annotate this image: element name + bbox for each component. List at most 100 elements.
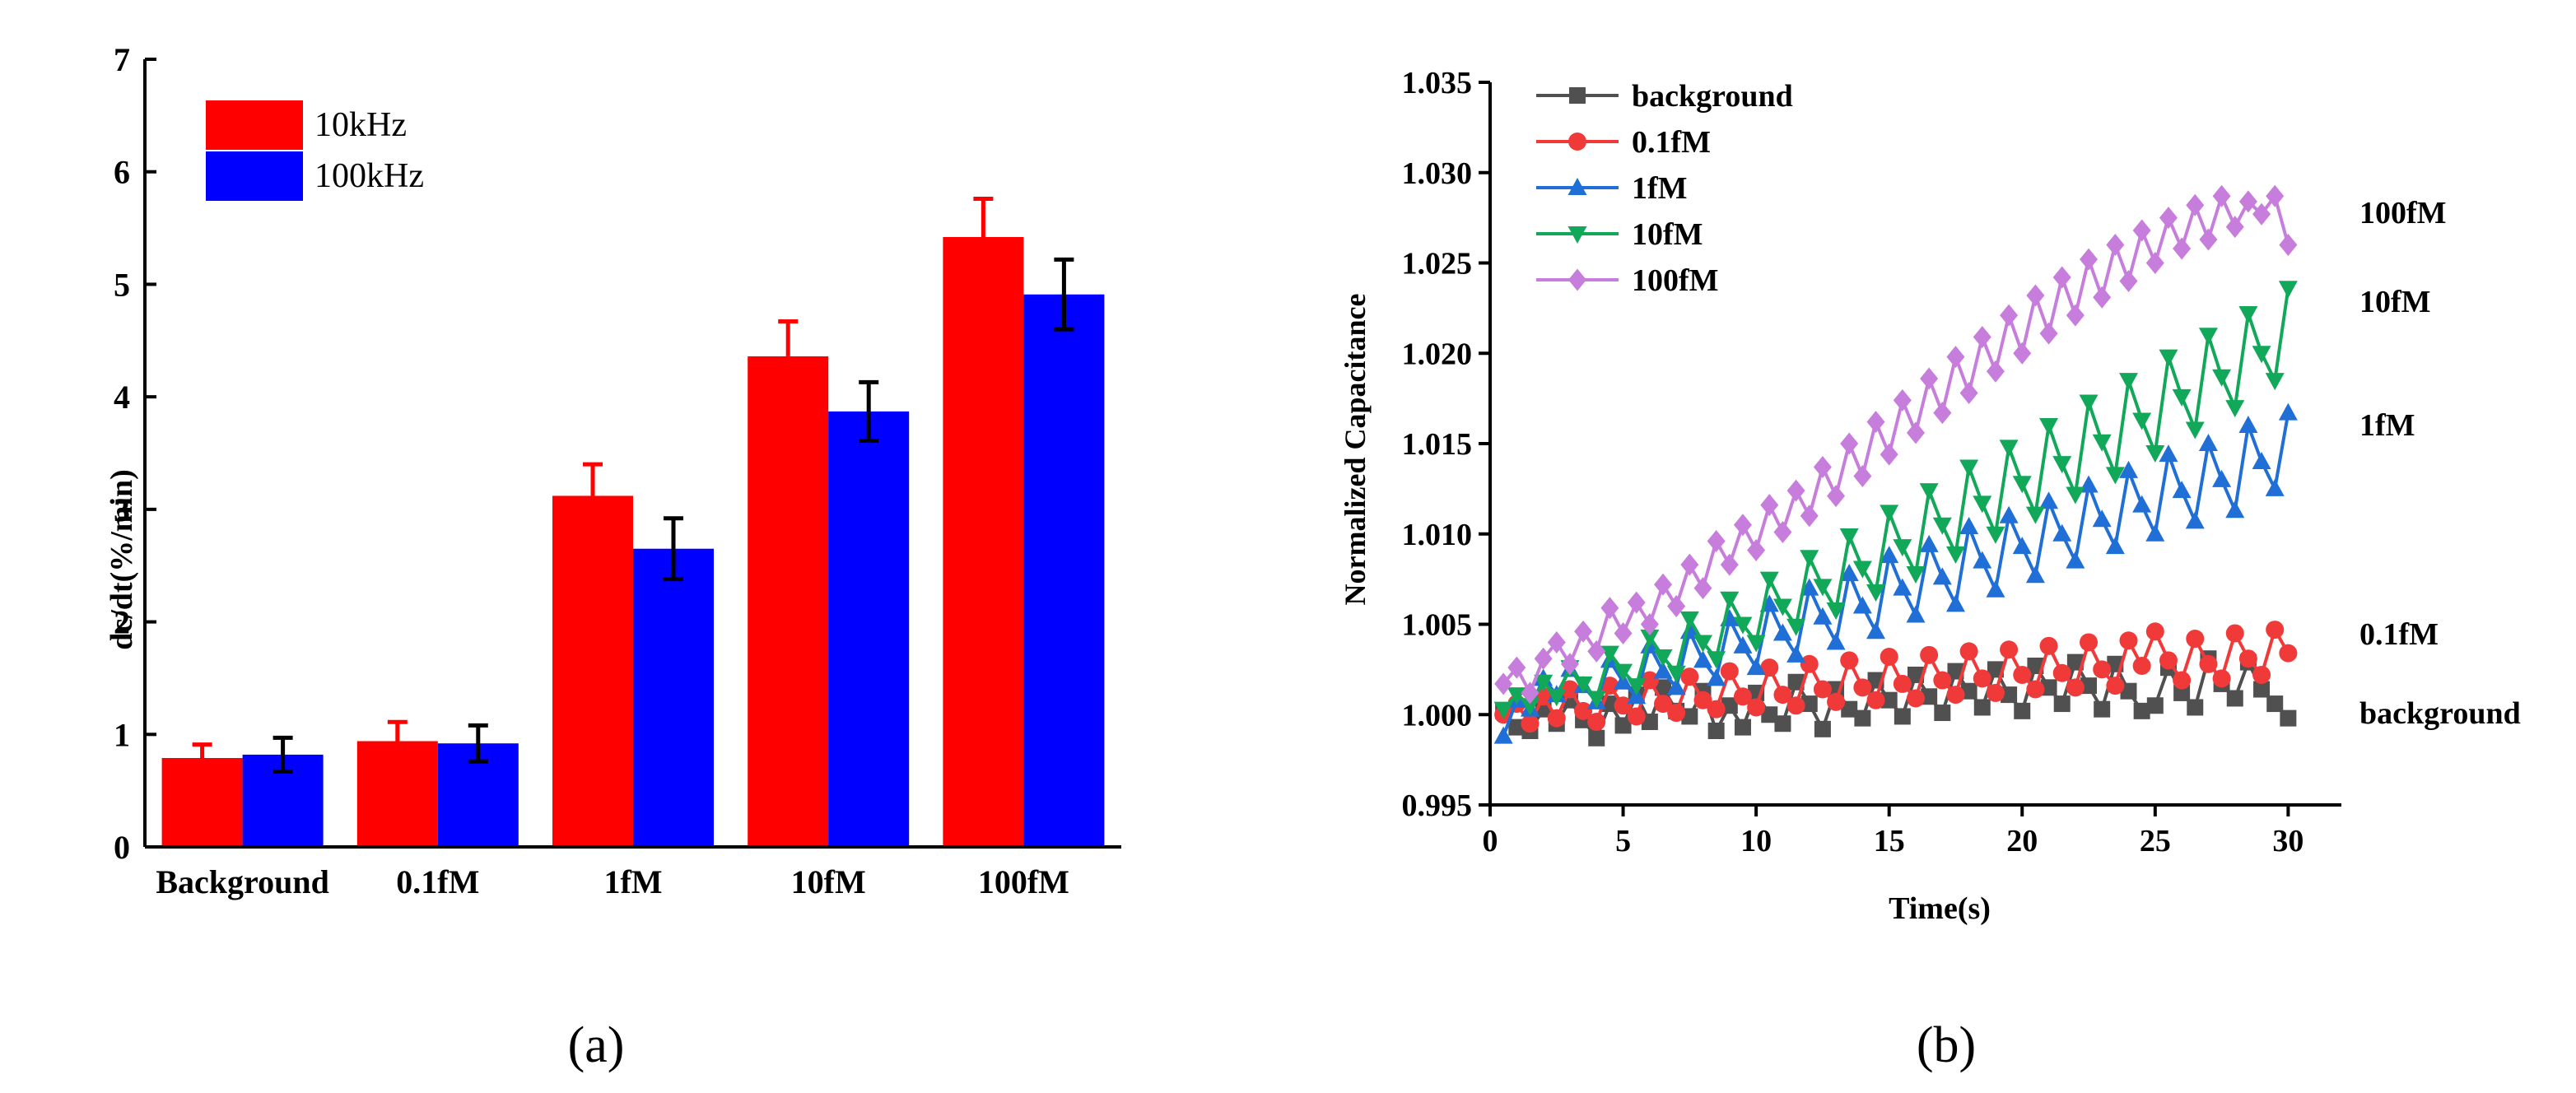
point-1fm bbox=[2132, 495, 2152, 513]
point-100fm bbox=[1747, 539, 1766, 562]
bar-100khz-100fm bbox=[1023, 294, 1105, 847]
point-100fm bbox=[2039, 322, 2058, 345]
point-0-1fm bbox=[1627, 707, 1646, 726]
point-1fm bbox=[2185, 511, 2205, 529]
point-10fm bbox=[1746, 635, 1766, 653]
point-background bbox=[2001, 686, 2018, 704]
point-10fm bbox=[2172, 388, 2192, 407]
point-100fm bbox=[1627, 591, 1646, 614]
point-100fm bbox=[2279, 234, 2298, 257]
point-10fm bbox=[1627, 678, 1647, 696]
point-10fm bbox=[2278, 281, 2298, 299]
point-1fm bbox=[1866, 621, 1886, 640]
legend-label-0-1fm: 0.1fM bbox=[1632, 125, 1711, 160]
series-0-1fm bbox=[1494, 621, 2298, 733]
series-100fm bbox=[1494, 184, 2298, 705]
panel-a-caption: (a) bbox=[568, 1017, 625, 1073]
point-10fm bbox=[1800, 550, 1819, 568]
point-background bbox=[1707, 723, 1725, 740]
point-background bbox=[2094, 700, 2111, 718]
point-0-1fm bbox=[1786, 696, 1805, 715]
point-background bbox=[2280, 709, 2297, 727]
point-0-1fm bbox=[2106, 677, 2125, 695]
point-100fm bbox=[1933, 402, 1952, 425]
point-100fm bbox=[1494, 672, 1513, 695]
series-background bbox=[1495, 650, 2297, 746]
point-1fm bbox=[2238, 416, 2258, 434]
point-10fm bbox=[1893, 539, 1912, 557]
point-0-1fm bbox=[1986, 683, 2005, 702]
point-background bbox=[2014, 702, 2031, 719]
point-0-1fm bbox=[1773, 686, 1792, 705]
point-10fm bbox=[2025, 506, 2045, 524]
point-background bbox=[1880, 691, 1898, 709]
point-1fm bbox=[2212, 469, 2232, 487]
point-background bbox=[2066, 653, 2084, 671]
point-background bbox=[1774, 715, 1791, 733]
point-1fm bbox=[1666, 677, 1686, 695]
point-1fm bbox=[1893, 578, 1912, 596]
x-tick-label-5: 5 bbox=[1615, 824, 1631, 858]
point-0-1fm bbox=[1667, 704, 1686, 723]
point-0-1fm bbox=[2266, 621, 2285, 640]
point-0-1fm bbox=[2052, 663, 2071, 682]
point-100fm bbox=[1907, 421, 1925, 444]
error-bar-100khz-0-1fm bbox=[468, 723, 488, 764]
point-1fm bbox=[1932, 567, 1952, 585]
point-100fm bbox=[2145, 252, 2164, 274]
point-10fm bbox=[1906, 566, 1926, 584]
point-background bbox=[1854, 709, 1871, 727]
point-0-1fm bbox=[1880, 648, 1898, 667]
point-background bbox=[1987, 661, 2004, 678]
point-background bbox=[2173, 684, 2191, 701]
panel-b-line-chart: Normalized Capacitance Time(s) 0.995 1.00… bbox=[1339, 66, 2521, 1073]
x-tick-label-100fm: 100fM bbox=[978, 863, 1069, 900]
point-100fm bbox=[2026, 284, 2045, 307]
legend-entry-0-1fm: 0.1fM bbox=[1536, 125, 1711, 160]
end-label-10fm: 10fM bbox=[2359, 285, 2431, 319]
point-100fm bbox=[1680, 553, 1699, 576]
point-0-1fm bbox=[1693, 691, 1712, 709]
point-1fm bbox=[1945, 594, 1965, 612]
point-0-1fm bbox=[2119, 631, 2138, 650]
point-10fm bbox=[1693, 635, 1712, 653]
point-background bbox=[1588, 729, 1605, 746]
end-label-100fm: 100fM bbox=[2359, 196, 2447, 230]
y-tick-label-1-035: 1.035 bbox=[1402, 66, 1473, 100]
x-tick-label-background: Background bbox=[156, 863, 328, 900]
point-100fm bbox=[1614, 621, 1633, 644]
point-0-1fm bbox=[2159, 651, 2178, 670]
legend-label-100fm: 100fM bbox=[1632, 263, 1719, 298]
end-label-1fm: 1fM bbox=[2359, 408, 2415, 443]
point-0-1fm bbox=[1959, 642, 1978, 661]
point-10fm bbox=[1520, 698, 1540, 716]
point-1fm bbox=[1800, 578, 1819, 596]
point-background bbox=[1641, 714, 1658, 731]
point-1fm bbox=[1852, 596, 1872, 614]
panel-b-y-axis-title: Normalized Capacitance bbox=[1339, 294, 1372, 606]
point-background bbox=[1947, 663, 1964, 680]
point-100fm bbox=[1733, 514, 1752, 537]
point-100fm bbox=[1986, 360, 2005, 383]
point-10fm bbox=[1640, 629, 1660, 647]
point-1fm bbox=[2092, 509, 2112, 528]
point-1fm bbox=[1986, 579, 2005, 598]
point-10fm bbox=[1679, 611, 1699, 629]
legend-marker-background bbox=[1569, 87, 1586, 104]
point-100fm bbox=[2266, 184, 2285, 207]
point-10fm bbox=[1759, 571, 1779, 589]
y-tick-label-1: 1 bbox=[114, 716, 130, 753]
y-tick-label-1-010: 1.010 bbox=[1402, 518, 1473, 552]
point-0-1fm bbox=[1893, 674, 1912, 693]
point-0-1fm bbox=[2145, 622, 2164, 641]
point-10fm bbox=[1600, 645, 1619, 663]
point-0-1fm bbox=[2013, 665, 2032, 684]
point-1fm bbox=[1880, 546, 1899, 564]
point-1fm bbox=[1999, 505, 2019, 523]
point-10fm bbox=[1919, 483, 1939, 501]
point-background bbox=[1681, 708, 1698, 725]
point-1fm bbox=[2198, 434, 2218, 451]
y-tick-label-1-000: 1.000 bbox=[1402, 698, 1473, 733]
point-10fm bbox=[2092, 434, 2112, 452]
point-100fm bbox=[1773, 521, 1792, 544]
